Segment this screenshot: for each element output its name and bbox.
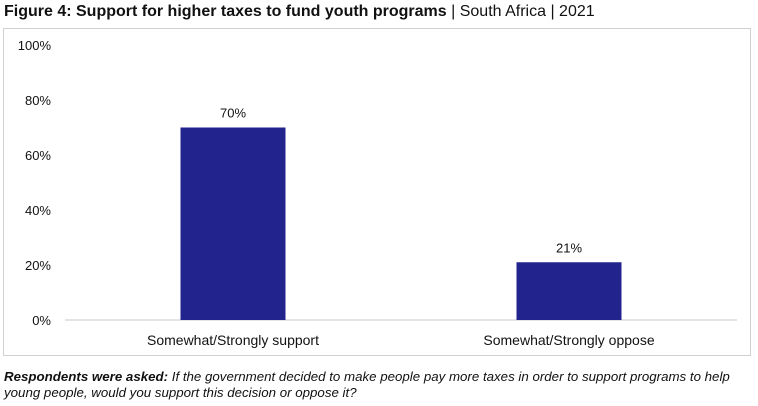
survey-question-note: Respondents were asked: If the governmen… (4, 369, 749, 401)
y-tick-label: 60% (25, 148, 51, 163)
bar-chart: 0% 20% 40% 60% 80% 100% 70% Somewhat/Strongly s… (18, 38, 737, 348)
survey-question-lead: Respondents were asked: (4, 369, 169, 384)
chart-frame (3, 28, 751, 356)
figure-title-suffix: | South Africa | 2021 (446, 3, 595, 20)
x-tick-label: Somewhat/Strongly oppose (483, 332, 654, 348)
bar (180, 127, 286, 320)
y-tick-label: 100% (18, 38, 52, 53)
y-tick-label: 80% (25, 93, 51, 108)
y-tick-label: 20% (25, 258, 51, 273)
x-tick-label: Somewhat/Strongly support (147, 332, 319, 348)
y-tick-label: 0% (32, 313, 51, 328)
data-label: 21% (556, 240, 582, 255)
survey-question-text: If the government decided to make people… (4, 369, 730, 400)
figure-title-main: Figure 4: Support for higher taxes to fu… (4, 3, 447, 20)
y-tick-label: 40% (25, 203, 51, 218)
data-label: 70% (220, 106, 246, 121)
bar (516, 262, 622, 320)
figure-title: Figure 4: Support for higher taxes to fu… (4, 2, 595, 22)
